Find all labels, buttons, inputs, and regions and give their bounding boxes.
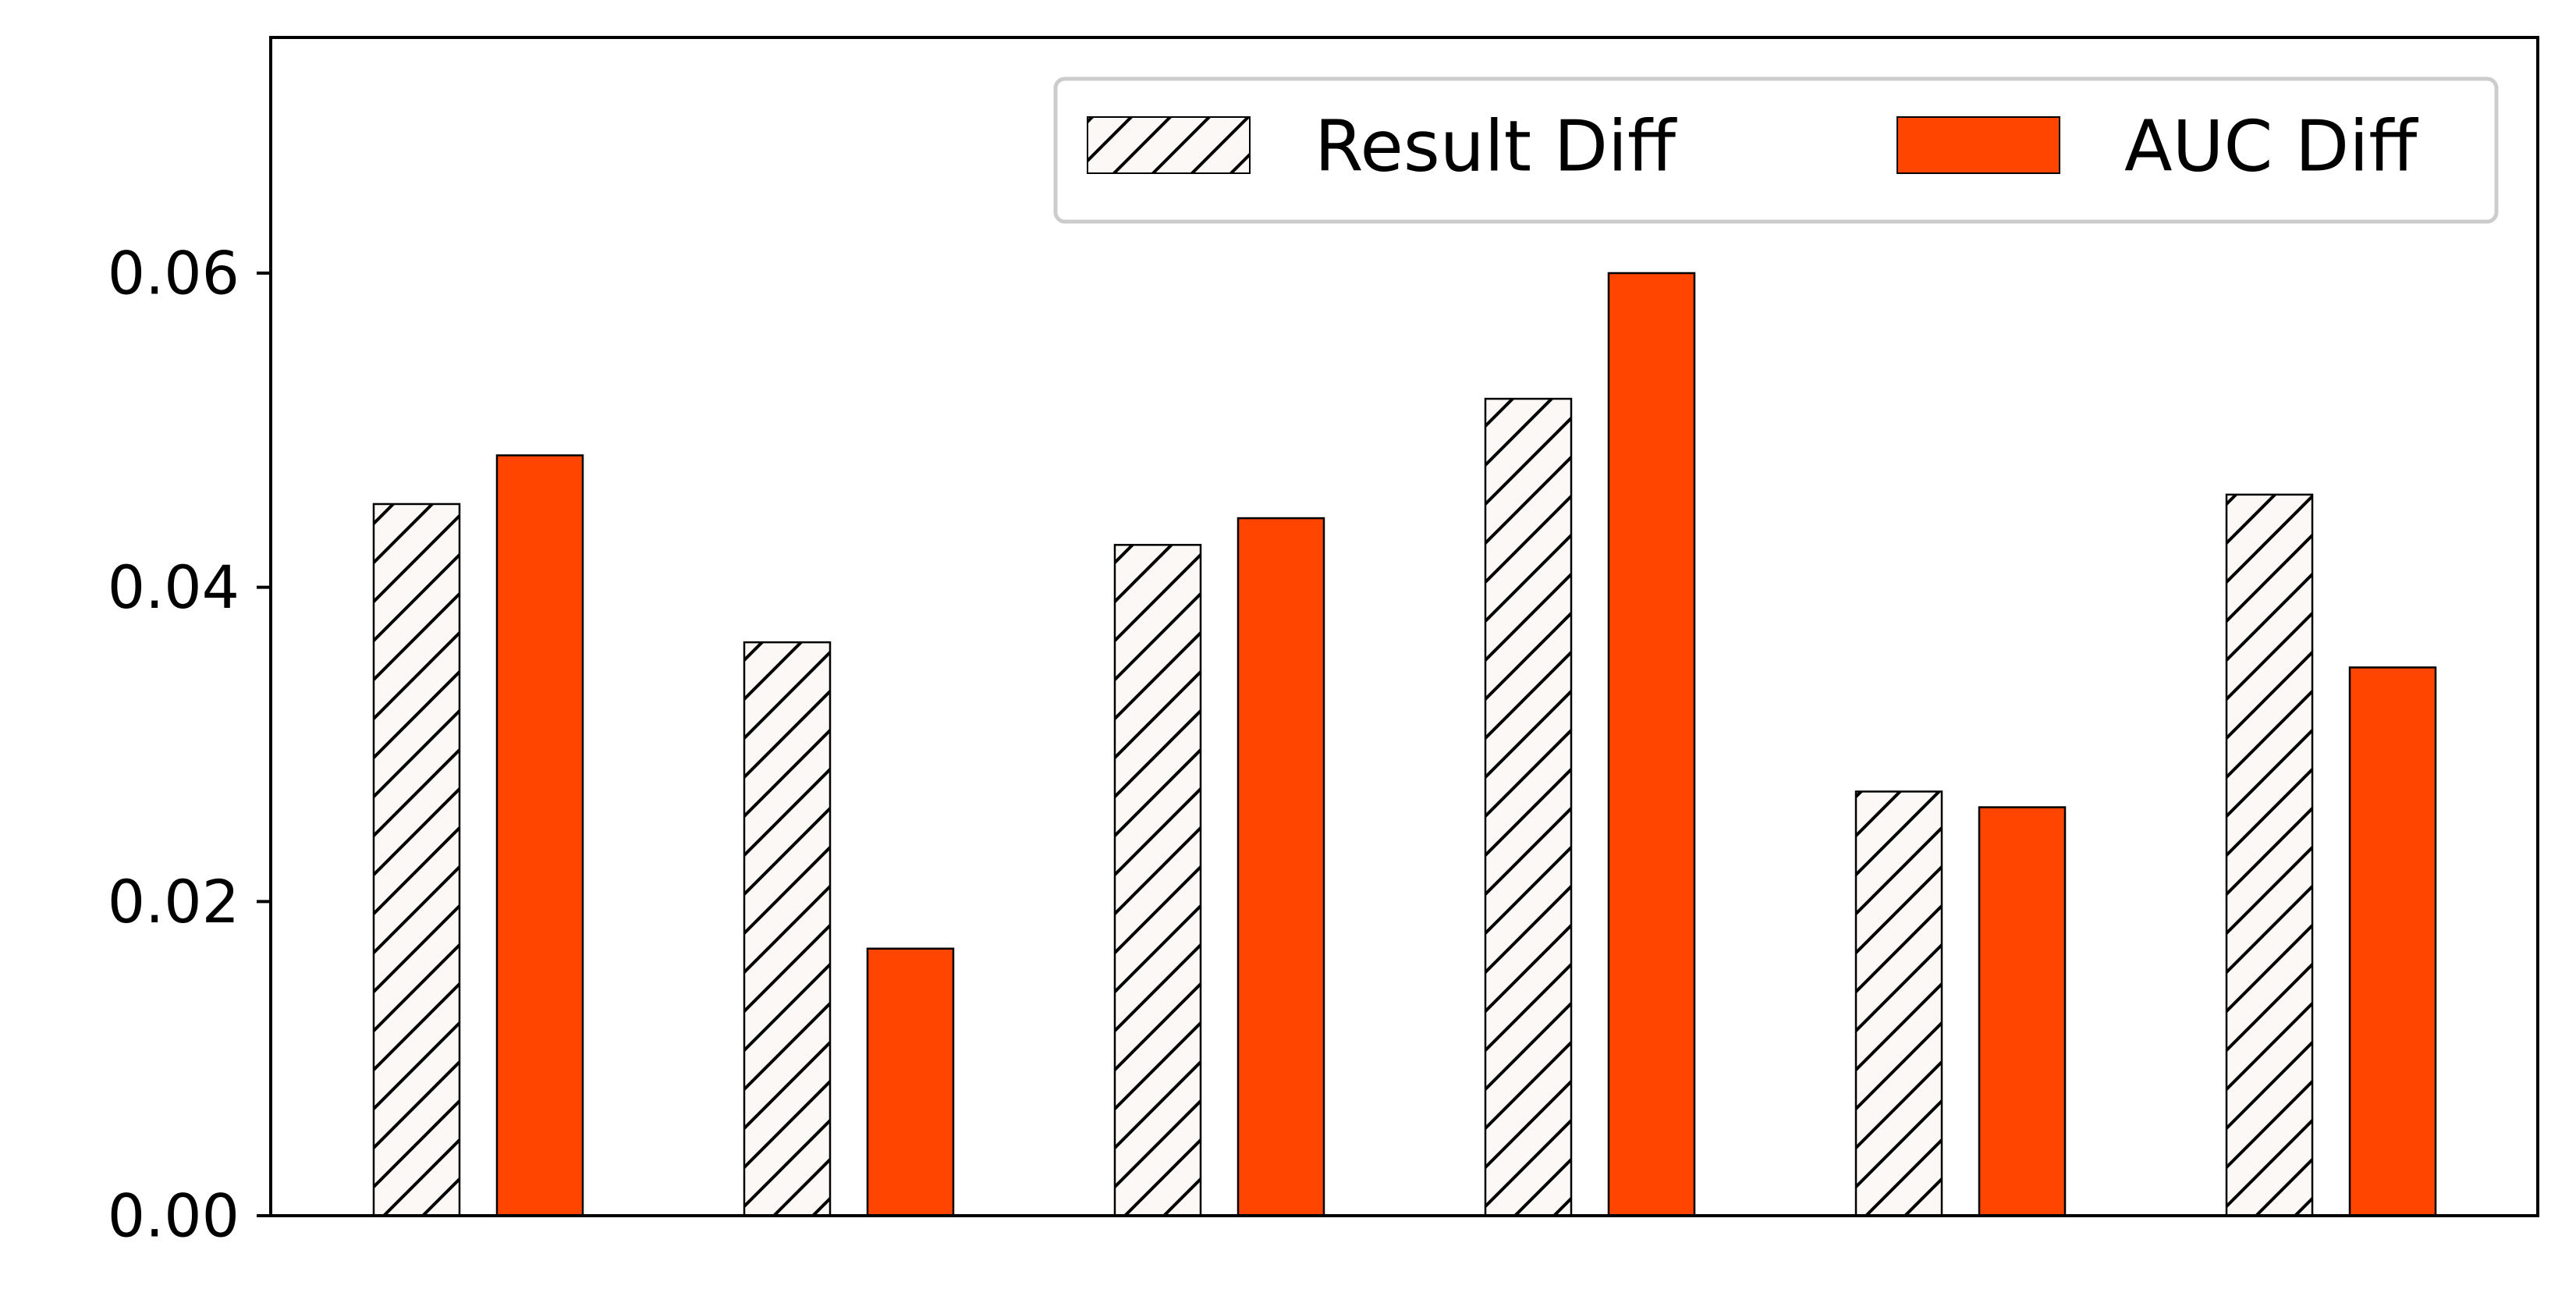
auc-diff-bar-4 xyxy=(1607,272,1696,1217)
result-diff-bar-1 xyxy=(372,503,461,1217)
result-diff-bar-3 xyxy=(1113,544,1202,1217)
legend-swatch-auc-diff xyxy=(1897,116,2060,174)
legend-box xyxy=(1053,76,2499,224)
y-tick-label: 0.02 xyxy=(108,867,240,936)
legend: Result Diff AUC Diff xyxy=(1053,76,2499,224)
plot-frame xyxy=(269,36,2539,1217)
result-diff-bar-6 xyxy=(2225,493,2314,1217)
y-tick-label: 0.04 xyxy=(108,552,240,622)
auc-diff-bar-5 xyxy=(1978,806,2067,1217)
legend-swatch-result-diff xyxy=(1087,116,1251,174)
auc-diff-bar-1 xyxy=(495,454,584,1217)
auc-diff-bar-2 xyxy=(866,947,955,1217)
y-tick-label: 0.06 xyxy=(108,239,240,308)
auc-diff-bar-6 xyxy=(2348,666,2437,1217)
result-diff-bar-4 xyxy=(1484,397,1573,1217)
y-tick-label: 0.00 xyxy=(108,1181,240,1251)
result-diff-bar-5 xyxy=(1854,790,1943,1217)
result-diff-bar-2 xyxy=(743,641,832,1217)
y-axis: 0.00 0.02 0.04 0.06 xyxy=(108,239,271,1251)
bars-layer xyxy=(372,272,2437,1217)
legend-label-result-diff: Result Diff xyxy=(1315,106,1677,188)
auc-diff-bar-3 xyxy=(1237,517,1325,1217)
legend-label-auc-diff: AUC Diff xyxy=(2124,106,2418,188)
